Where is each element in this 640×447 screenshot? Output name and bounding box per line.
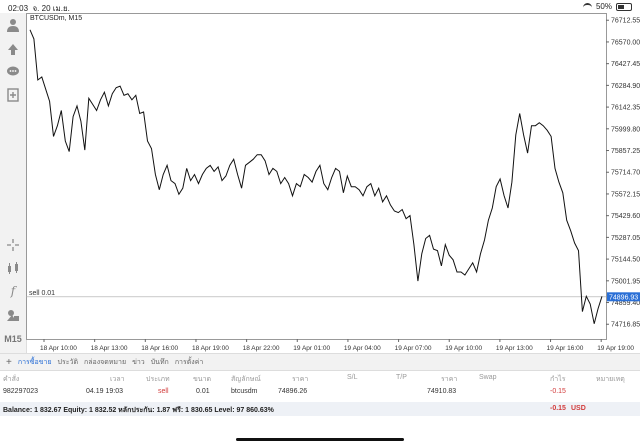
row-profit: -0.15	[550, 388, 566, 395]
battery-icon	[616, 2, 632, 11]
col-price: ราคา	[292, 376, 309, 383]
y-tick-label: 75001.95	[611, 278, 640, 285]
row-type: sell	[158, 388, 169, 395]
tab-expand-icon[interactable]: +	[6, 356, 12, 368]
col-current-price: ราคา	[441, 376, 458, 383]
x-axis: 18 Apr 10:00 18 Apr 13:00 18 Apr 16:00 18 A…	[40, 339, 634, 352]
table-row[interactable]: 982297023 04.19 19:03 sell 0.01 btcusdm …	[0, 386, 640, 400]
function-icon[interactable]: f	[10, 284, 16, 298]
x-tick-label: 18 Apr 19:00	[192, 345, 229, 352]
x-tick-label: 18 Apr 10:00	[40, 345, 77, 352]
y-tick-label: 74859.40	[611, 300, 640, 307]
y-tick-label: 76142.35	[611, 105, 640, 112]
wifi-icon	[582, 2, 592, 11]
table-header: คำสั่ง เวลา ประเภท ขนาด สัญลักษณ์ ราคา S…	[0, 372, 640, 384]
status-time-date: 02:03 จ. 20 เม.ย.	[8, 4, 70, 13]
crosshair-icon[interactable]	[5, 237, 21, 253]
row-open-price: 74896.26	[278, 388, 308, 395]
row-symbol: btcusdm	[231, 388, 258, 395]
y-tick-label: 76712.55	[611, 18, 640, 25]
timeframe-label[interactable]: M15	[4, 334, 22, 344]
col-time: เวลา	[110, 376, 125, 383]
balance-currency: USD	[571, 405, 586, 412]
price-chart[interactable]: 76712.55 76570.00 76427.45 76284.90 76142.35…	[26, 13, 640, 353]
tab-journal[interactable]: บันทึก	[150, 358, 169, 366]
order-line-label: sell 0.01	[29, 290, 55, 297]
y-tick-label: 75714.70	[611, 170, 640, 177]
y-tick-label: 76570.00	[611, 39, 640, 46]
tab-settings[interactable]: การตั้งค่า	[174, 358, 204, 366]
current-price-tag	[607, 292, 640, 302]
y-tick-label: 74716.85	[611, 322, 640, 329]
x-tick-label: 19 Apr 07:00	[395, 345, 432, 352]
col-type: ประเภท	[146, 376, 170, 383]
col-profit: กำไร	[550, 376, 566, 383]
current-price-value: 74896.93	[609, 294, 638, 301]
x-tick-label: 18 Apr 16:00	[141, 345, 178, 352]
tab-mailbox[interactable]: กล่องจดหมาย	[84, 358, 127, 366]
row-current-price: 74910.83	[427, 388, 457, 395]
chart-symbol-label: BTCUSDm, M15	[30, 15, 83, 22]
col-sl: S/L	[347, 374, 358, 381]
balance-profit: -0.15	[550, 405, 566, 412]
row-size: 0.01	[196, 388, 210, 395]
balance-bar: Balance: 1 832.67 Equity: 1 832.52 หลักป…	[0, 402, 640, 416]
row-ticket: 982297023	[3, 388, 39, 395]
new-order-icon[interactable]	[5, 87, 21, 103]
account-icon[interactable]	[5, 17, 21, 33]
y-tick-label: 76284.90	[611, 83, 640, 90]
x-tick-label: 18 Apr 22:00	[243, 345, 280, 352]
indicator-icon[interactable]	[5, 260, 21, 276]
y-tick-label: 76427.45	[611, 61, 640, 68]
chart-toolbar: f M15	[0, 13, 27, 353]
status-indicators: 50%	[582, 2, 632, 11]
col-swap: Swap	[479, 374, 497, 381]
tab-history[interactable]: ประวัติ	[57, 358, 78, 366]
col-symbol: สัญลักษณ์	[231, 376, 261, 383]
x-tick-label: 19 Apr 04:00	[344, 345, 381, 352]
status-bar: 02:03 จ. 20 เม.ย. 50%	[0, 0, 640, 13]
y-tick-label: 75429.60	[611, 213, 640, 220]
row-time: 04.19 19:03	[86, 388, 123, 395]
col-size: ขนาด	[193, 376, 212, 383]
plot-area	[26, 13, 607, 340]
col-order: คำสั่ง	[3, 376, 20, 383]
chart-canvas[interactable]: 76712.55 76570.00 76427.45 76284.90 76142.35…	[26, 13, 640, 353]
objects-icon[interactable]	[5, 307, 21, 323]
tab-trade[interactable]: การซื้อขาย	[17, 358, 52, 366]
x-tick-label: 19 Apr 01:00	[293, 345, 330, 352]
balance-summary: Balance: 1 832.67 Equity: 1 832.52 หลักป…	[3, 407, 274, 414]
y-tick-label: 75287.05	[611, 235, 640, 242]
x-tick-label: 19 Apr 10:00	[445, 345, 482, 352]
y-tick-label: 75572.15	[611, 191, 640, 198]
home-indicator	[236, 438, 404, 441]
trade-icon[interactable]	[5, 41, 21, 57]
y-tick-label: 75144.50	[611, 257, 640, 264]
tab-news[interactable]: ข่าว	[132, 358, 145, 366]
price-series-line	[29, 29, 603, 324]
battery-percent: 50%	[595, 2, 612, 11]
terminal-tabs: + การซื้อขาย ประวัติ กล่องจดหมาย ข่าว บั…	[0, 353, 640, 371]
chat-icon[interactable]	[5, 64, 21, 80]
y-axis: 76712.55 76570.00 76427.45 76284.90 76142.35…	[606, 18, 640, 329]
x-tick-label: 19 Apr 16:00	[547, 345, 584, 352]
x-tick-label: 19 Apr 19:00	[597, 345, 634, 352]
col-comment: หมายเหตุ	[596, 376, 625, 383]
col-tp: T/P	[396, 374, 407, 381]
y-tick-label: 75999.80	[611, 126, 640, 133]
x-tick-label: 19 Apr 13:00	[496, 345, 533, 352]
y-tick-label: 75857.25	[611, 148, 640, 155]
x-tick-label: 18 Apr 13:00	[91, 345, 128, 352]
